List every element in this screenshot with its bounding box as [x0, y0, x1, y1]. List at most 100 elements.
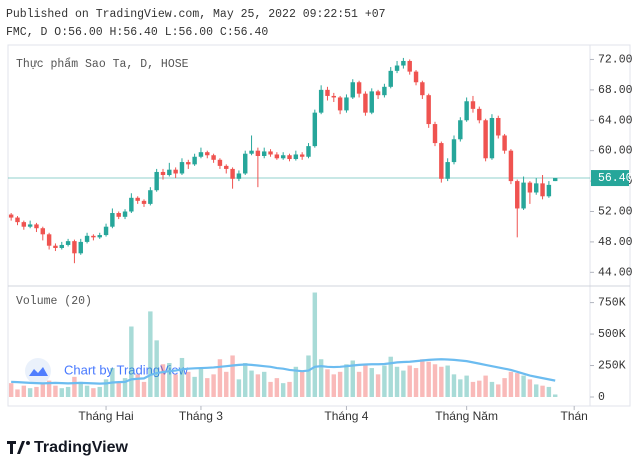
volume-bar — [369, 368, 374, 397]
candle-body — [46, 234, 52, 246]
candle-body — [382, 86, 387, 96]
chart-title: Thực phẩm Sao Ta, D, HOSE — [16, 58, 189, 71]
candle-body — [198, 152, 204, 157]
volume-bar — [192, 376, 197, 397]
candle-body — [401, 60, 406, 66]
volume-bar — [546, 386, 552, 397]
candle-body — [167, 169, 172, 176]
volume-tick-label: 0 — [598, 391, 605, 404]
volume-bar — [65, 386, 71, 397]
candle-body — [413, 71, 419, 83]
candle-body — [141, 200, 147, 204]
candle-body — [97, 235, 102, 238]
volume-bar — [243, 363, 248, 397]
volume-bar — [103, 379, 109, 397]
candle-body — [21, 222, 27, 227]
x-tick-label: Thán — [561, 409, 588, 423]
volume-bar — [407, 365, 412, 397]
candle-body — [65, 241, 71, 245]
volume-bar — [46, 380, 52, 397]
candle-body — [496, 117, 501, 136]
volume-bar — [458, 379, 463, 397]
candle-body — [325, 89, 330, 96]
x-tick-label: Tháng Năm — [435, 409, 498, 423]
volume-bar — [540, 385, 545, 397]
candle-body — [552, 178, 558, 182]
candle-body — [34, 224, 39, 229]
candle-body — [15, 217, 20, 223]
candle-body — [350, 82, 355, 98]
candle-body — [274, 154, 280, 159]
volume-bar — [508, 371, 514, 397]
candle-body — [78, 241, 83, 254]
candle-body — [110, 213, 115, 227]
volume-bar — [97, 386, 102, 397]
volume-bar — [53, 385, 58, 397]
x-tick-label: Tháng Hai — [78, 409, 133, 423]
volume-bar — [356, 371, 362, 397]
volume-bar — [496, 384, 501, 397]
candle-body — [8, 214, 14, 218]
volume-bar — [261, 371, 267, 397]
candle-body — [540, 183, 545, 197]
volume-bar — [78, 381, 83, 397]
candle-body — [477, 108, 482, 121]
volume-bar — [331, 374, 337, 397]
volume-bar — [160, 364, 166, 397]
volume-bar — [287, 381, 292, 397]
volume-bar — [72, 376, 77, 397]
y-tick-label: 68.00 — [598, 84, 633, 97]
volume-bar — [318, 359, 324, 397]
candle-body — [312, 112, 318, 147]
volume-bar — [521, 375, 526, 397]
volume-bar — [280, 383, 286, 397]
candle-body — [363, 93, 368, 113]
volume-bar — [350, 360, 355, 397]
candle-body — [394, 65, 400, 71]
candle-body — [27, 224, 33, 227]
candle-body — [224, 165, 229, 169]
candle-body — [179, 162, 185, 174]
x-tick-label: Tháng 4 — [324, 409, 368, 423]
candle-body — [426, 95, 431, 125]
volume-bar — [375, 374, 381, 397]
y-tick-label: 72.00 — [598, 53, 633, 66]
volume-bar — [141, 381, 147, 397]
candle-body — [344, 97, 349, 111]
last-price-box — [591, 170, 629, 187]
volume-label: Volume (20) — [16, 295, 92, 308]
volume-bar — [186, 371, 191, 397]
candle-body — [154, 171, 159, 191]
volume-bar — [148, 311, 153, 397]
candle-body — [356, 82, 362, 94]
candle-body — [72, 241, 77, 254]
volume-bar — [135, 374, 140, 397]
candle-body — [129, 197, 134, 212]
candle-body — [293, 154, 299, 160]
volume-bar — [27, 388, 33, 397]
candle-body — [375, 91, 381, 96]
volume-bar — [179, 357, 185, 397]
candle-body — [508, 150, 514, 182]
volume-bar — [8, 383, 14, 397]
candle-body — [255, 150, 261, 156]
volume-bar — [230, 355, 235, 397]
x-tick-label: Tháng 3 — [179, 409, 223, 423]
volume-bar — [401, 370, 406, 397]
candle-body — [192, 156, 197, 165]
candle-body — [470, 101, 476, 109]
candle-body — [53, 245, 58, 248]
volume-bar — [489, 381, 495, 397]
logo-icon — [7, 441, 25, 454]
candle-body — [186, 162, 191, 165]
candle-body — [59, 244, 64, 248]
watermark-icon — [25, 358, 51, 384]
volume-bar — [527, 379, 533, 397]
candle-body — [211, 155, 216, 160]
volume-bar — [337, 371, 343, 397]
candle-body — [489, 117, 495, 159]
volume-bar — [34, 386, 39, 397]
candle-body — [388, 70, 393, 87]
volume-bar — [255, 374, 261, 397]
